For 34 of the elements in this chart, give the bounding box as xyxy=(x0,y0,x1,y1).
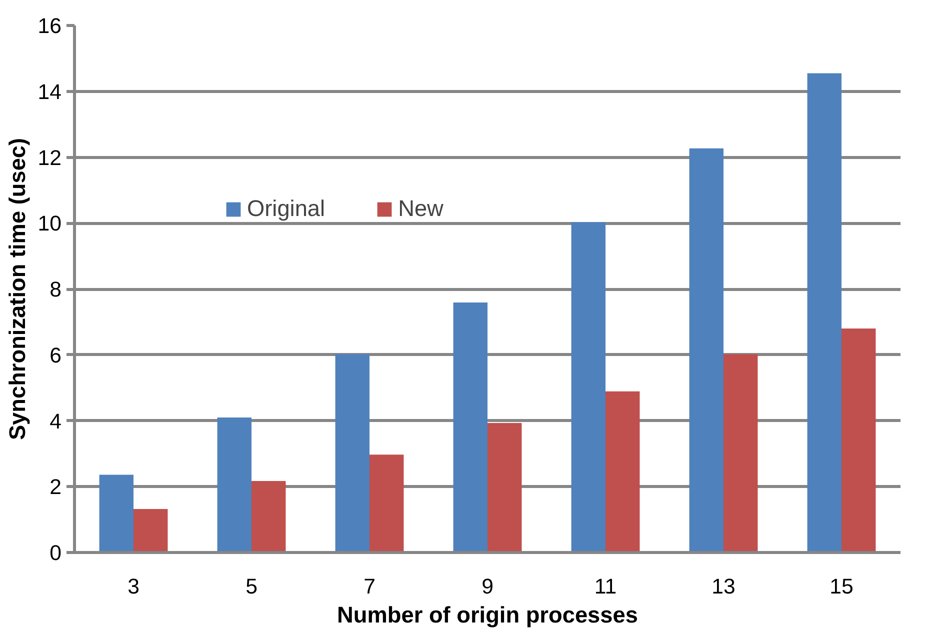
bar xyxy=(252,481,286,552)
y-tick-label: 14 xyxy=(38,80,62,104)
bar xyxy=(488,423,522,552)
x-tick-label: 9 xyxy=(482,574,494,598)
bar xyxy=(571,222,606,552)
bar xyxy=(807,73,842,552)
bar xyxy=(335,354,370,552)
y-tick-label: 0 xyxy=(50,541,62,565)
x-tick-label: 7 xyxy=(364,574,376,598)
bar xyxy=(217,417,252,552)
bar xyxy=(99,474,134,552)
bar xyxy=(370,454,404,552)
y-tick-label: 16 xyxy=(38,14,62,38)
bar xyxy=(842,328,876,552)
bar xyxy=(453,302,488,552)
x-tick-label: 15 xyxy=(830,574,854,598)
bar xyxy=(606,391,640,552)
x-tick-label: 11 xyxy=(594,574,617,598)
bar xyxy=(724,354,758,552)
x-tick-label: 5 xyxy=(246,574,258,598)
y-tick-label: 8 xyxy=(50,278,62,302)
x-tick-label: 13 xyxy=(712,574,736,598)
legend-label: Original xyxy=(247,195,326,222)
y-tick-label: 6 xyxy=(50,343,62,368)
y-tick-label: 4 xyxy=(50,409,62,434)
y-tick-label: 12 xyxy=(38,146,62,170)
y-tick-label: 10 xyxy=(38,212,62,236)
x-axis-title: Number of origin processes xyxy=(337,602,638,628)
x-tick-label: 3 xyxy=(128,574,140,598)
legend-label: New xyxy=(398,195,444,222)
y-axis-title: Synchronization time (usec) xyxy=(4,138,30,440)
y-tick-label: 2 xyxy=(50,475,62,500)
bar xyxy=(689,148,724,552)
bar xyxy=(134,509,168,552)
